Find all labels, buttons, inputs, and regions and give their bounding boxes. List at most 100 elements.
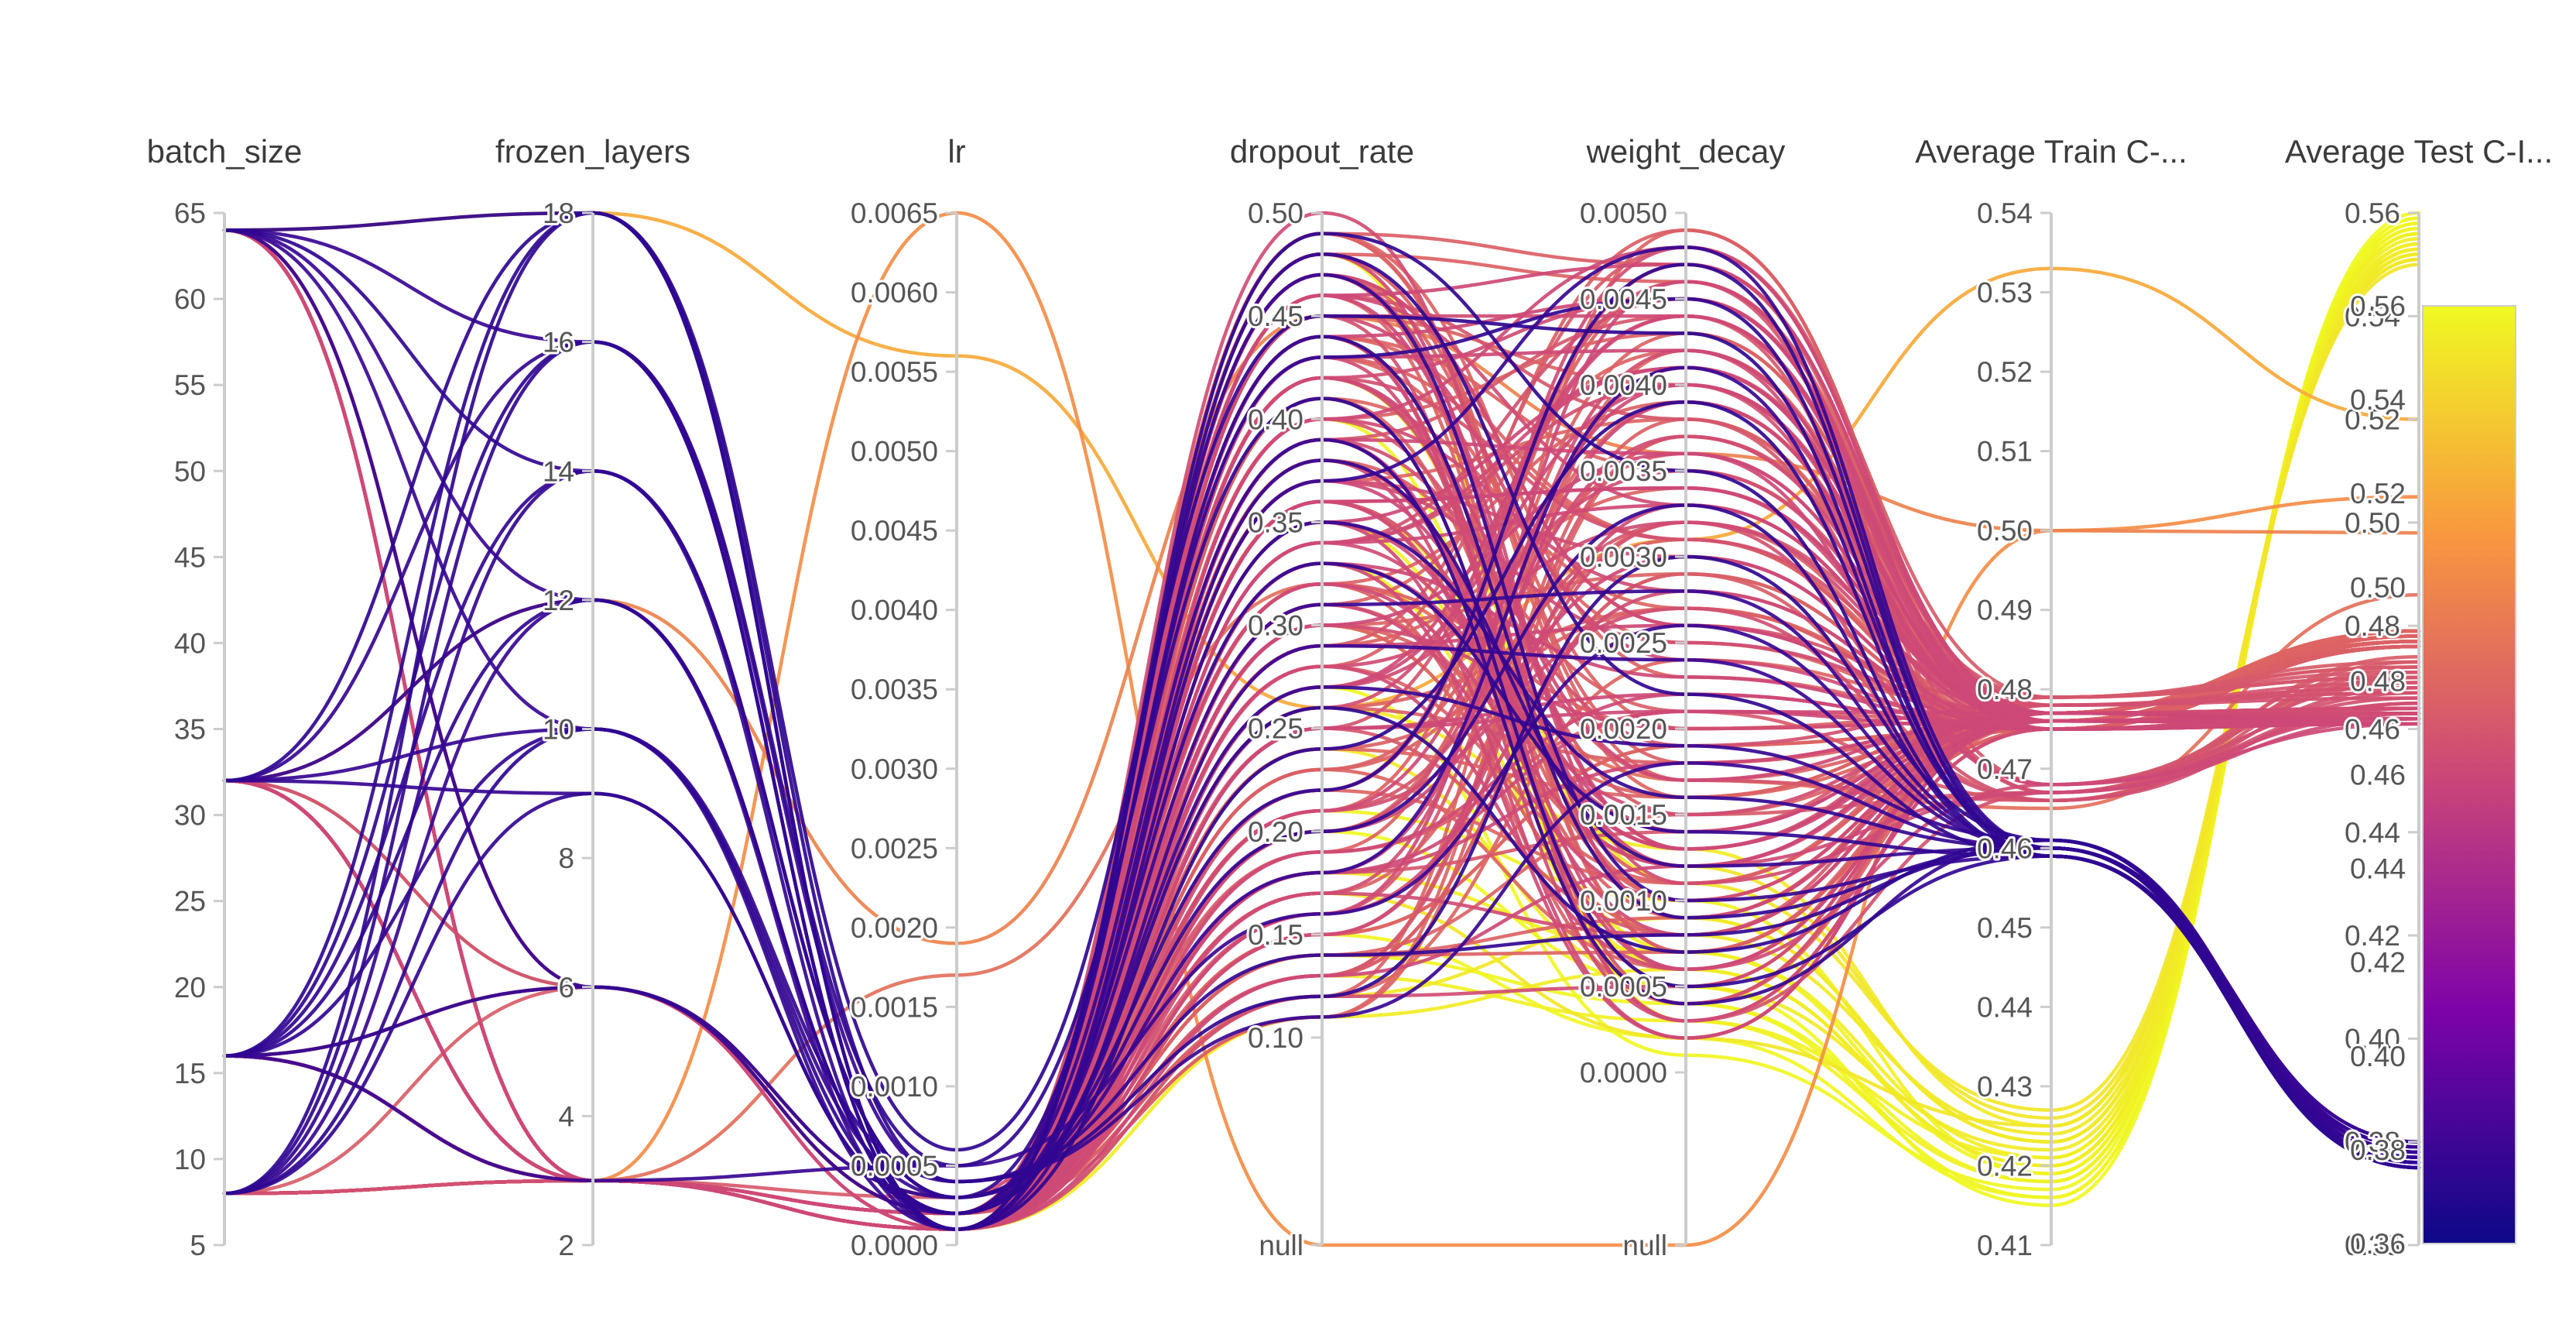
- colorbar: 0.360.380.400.420.440.460.480.500.520.54…: [2348, 288, 2516, 1262]
- tick-label: 0.0045: [851, 515, 938, 547]
- tick-label: 0.30: [1248, 610, 1303, 642]
- colorbar-tick-label: 0.52: [2350, 478, 2406, 509]
- tick-label: 0.0015: [1580, 799, 1667, 831]
- tick-label: 8: [558, 842, 574, 874]
- tick-label: 0.0035: [851, 674, 938, 705]
- tick-label: 0.0040: [1580, 369, 1667, 401]
- tick-label: 0.47: [1977, 753, 2033, 785]
- tick-label: 30: [174, 800, 206, 832]
- tick-label: 0.54: [2345, 300, 2400, 332]
- tick-label: 0.0030: [851, 753, 938, 785]
- tick-label: 0.0010: [851, 1071, 938, 1103]
- tick-label: 40: [174, 627, 206, 659]
- axis-batch_size[interactable]: batch_size 5 10 15 20 25 30 35 40 45 50 55 60 65: [147, 133, 303, 1264]
- axis-avg_train[interactable]: Average Train C-... 0.41 0.42 0.43 0.44 0.45 0…: [1915, 133, 2187, 1264]
- tick-label: 0.0010: [1580, 885, 1667, 917]
- colorbar-tick-label: 0.50: [2350, 571, 2406, 603]
- tick-label: 0.40: [2345, 1023, 2400, 1055]
- tick-label: 0.42: [1977, 1150, 2033, 1182]
- tick-label: 0.48: [1977, 674, 2033, 705]
- run-line[interactable]: [222, 211, 2421, 1196]
- axis-frozen_layers[interactable]: frozen_layers 2 4 6 8 10 12 14 16 18: [495, 133, 690, 1264]
- tick-label: 25: [174, 886, 206, 918]
- tick-label: 0.0025: [1580, 627, 1667, 659]
- tick-label: 55: [174, 369, 206, 401]
- run-line[interactable]: [222, 211, 2421, 1247]
- colorbar-tick-label: 0.54: [2350, 384, 2406, 416]
- tick-label: 10: [174, 1144, 206, 1175]
- tick-label: 0.0030: [1580, 541, 1667, 573]
- tick-label: 0.0050: [1580, 197, 1667, 229]
- colorbar-tick-label: 0.38: [2350, 1134, 2406, 1166]
- axis-title[interactable]: frozen_layers: [495, 133, 690, 170]
- tick-label: 0.35: [1248, 506, 1303, 538]
- tick-label: 0.46: [1977, 832, 2033, 864]
- axis-weight_decay[interactable]: weight_decay 0.0000 0.0005 0.0010 0.0015 0.00…: [1577, 133, 1786, 1264]
- colorbar-gradient: [2422, 305, 2516, 1244]
- tick-label: 0.15: [1248, 919, 1303, 951]
- colorbar-tick-label: 0.44: [2350, 853, 2406, 885]
- tick-label: 0.36: [2345, 1230, 2400, 1261]
- tick-label: 0.25: [1248, 713, 1303, 745]
- tick-label: 0.44: [2345, 817, 2400, 849]
- tick-label: 0.0000: [1580, 1057, 1667, 1089]
- tick-label: 0.54: [1977, 197, 2033, 229]
- tick-label: 14: [543, 455, 574, 487]
- tick-label: 0.52: [2345, 404, 2400, 436]
- null-label: null: [1622, 1230, 1667, 1261]
- tick-label: 0.0000: [851, 1230, 938, 1261]
- tick-label: 0.52: [1977, 356, 2033, 388]
- tick-label: 0.10: [1248, 1022, 1303, 1054]
- tick-label: 0.50: [1248, 197, 1303, 229]
- tick-label: 0.20: [1248, 816, 1303, 848]
- tick-label: 0.43: [1977, 1071, 2033, 1103]
- axis-title[interactable]: dropout_rate: [1230, 133, 1414, 170]
- colorbar-tick-label: 0.40: [2350, 1041, 2406, 1072]
- tick-label: 0.45: [1248, 300, 1303, 332]
- tick-label: 35: [174, 714, 206, 746]
- tick-label: 0.50: [1977, 515, 2033, 547]
- run-line[interactable]: [222, 211, 2421, 1170]
- axis-lr[interactable]: lr 0.0000 0.0005 0.0010 0.0015 0.0020 0.0025 0.…: [848, 133, 966, 1264]
- colorbar-tick-label: 0.56: [2350, 290, 2406, 322]
- tick-label: 0.0005: [1580, 971, 1667, 1003]
- run-line[interactable]: [222, 252, 2421, 1231]
- tick-label: 65: [174, 197, 206, 229]
- tick-label: 5: [190, 1230, 206, 1261]
- tick-label: 0.56: [2345, 197, 2400, 229]
- axis-avg_test[interactable]: Average Test C-I... 0.36 0.38 0.40 0.42 0.44 0…: [2285, 133, 2553, 1264]
- axis-title[interactable]: lr: [947, 133, 965, 170]
- tick-label: 0.44: [1977, 991, 2033, 1023]
- axis-title[interactable]: Average Test C-I...: [2285, 133, 2553, 170]
- run-line[interactable]: [222, 340, 2421, 1196]
- colorbar-tick-label: 0.46: [2350, 760, 2406, 791]
- tick-label: 0.51: [1977, 436, 2033, 468]
- tick-label: 2: [558, 1230, 574, 1261]
- tick-label: 0.0015: [851, 991, 938, 1023]
- tick-label: 0.0035: [1580, 455, 1667, 487]
- tick-label: 15: [174, 1058, 206, 1089]
- tick-label: 0.41: [1977, 1230, 2033, 1261]
- axis-title[interactable]: Average Train C-...: [1915, 133, 2187, 170]
- tick-label: 0.0055: [851, 356, 938, 388]
- tick-label: 4: [558, 1100, 574, 1132]
- tick-label: 0.0045: [1580, 283, 1667, 315]
- run-line[interactable]: [222, 228, 2421, 1216]
- tick-label: 10: [543, 714, 574, 746]
- tick-label: 0.0020: [1580, 713, 1667, 745]
- null-label: null: [1259, 1230, 1303, 1261]
- axis-title[interactable]: weight_decay: [1586, 133, 1786, 170]
- tick-label: 0.0005: [851, 1150, 938, 1182]
- axis-title[interactable]: batch_size: [147, 133, 303, 170]
- tick-label: 0.49: [1977, 595, 2033, 626]
- tick-label: 0.38: [2345, 1127, 2400, 1158]
- tick-label: 12: [543, 585, 574, 616]
- tick-label: 0.42: [2345, 920, 2400, 952]
- tick-label: 45: [174, 541, 206, 573]
- tick-label: 60: [174, 283, 206, 315]
- tick-label: 0.0040: [851, 595, 938, 626]
- tick-label: 0.40: [1248, 403, 1303, 435]
- axis-dropout_rate[interactable]: dropout_rate 0.10 0.15 0.20 0.25 0.30 0.35 0.40…: [1230, 133, 1414, 1264]
- tick-label: 0.0020: [851, 912, 938, 944]
